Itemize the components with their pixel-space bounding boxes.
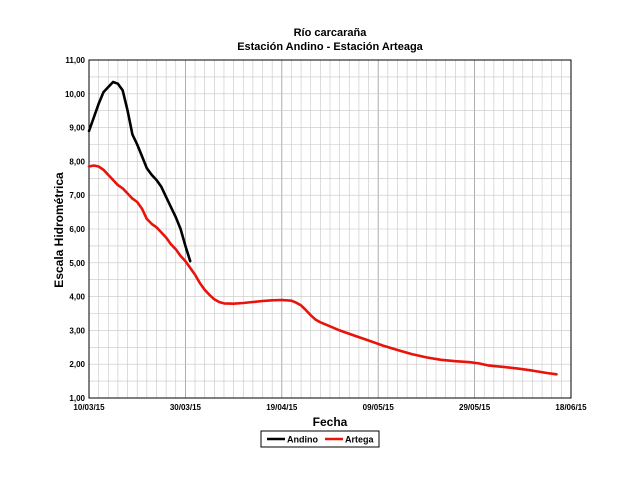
chart-title: Río carcaraña xyxy=(294,27,368,39)
series-line-andino xyxy=(87,80,192,263)
chart-subtitle: Estación Andino - Estación Arteaga xyxy=(237,41,423,53)
y-axis-title: Escala Hidrométrica xyxy=(52,172,66,288)
y-tick-label: 10,00 xyxy=(65,90,86,99)
y-tick-label: 11,00 xyxy=(65,56,85,65)
x-tick-label: 10/03/15 xyxy=(73,403,105,412)
y-tick-label: 8,00 xyxy=(69,157,85,166)
legend-label-artega: Artega xyxy=(345,435,375,445)
legend: Andino Artega xyxy=(260,430,380,448)
legend-box xyxy=(260,430,380,448)
series-lines xyxy=(87,80,558,376)
x-tick-label: 29/05/15 xyxy=(459,403,491,412)
x-tick-label: 09/05/15 xyxy=(363,403,395,412)
x-axis-title: Fecha xyxy=(313,415,348,429)
y-tick-label: 2,00 xyxy=(69,360,85,369)
x-tick-label: 18/06/15 xyxy=(555,403,587,412)
y-tick-labels: 1,00 2,00 3,00 4,00 5,00 6,00 7,00 8,00 9,00 10,0… xyxy=(65,56,86,403)
y-tick-label: 5,00 xyxy=(69,259,85,268)
y-tick-label: 7,00 xyxy=(69,191,85,200)
x-tick-labels: 10/03/15 30/03/15 19/04/15 09/05/15 29/05/15… xyxy=(73,403,587,412)
plot-frame xyxy=(88,59,572,399)
legend-label-andino: Andino xyxy=(287,435,318,445)
y-tick-label: 9,00 xyxy=(69,124,85,133)
x-tick-label: 19/04/15 xyxy=(266,403,298,412)
y-tick-label: 3,00 xyxy=(69,326,85,335)
grid xyxy=(89,60,571,398)
y-tick-label: 4,00 xyxy=(69,293,85,302)
x-tick-label: 30/03/15 xyxy=(170,403,202,412)
y-tick-label: 6,00 xyxy=(69,225,85,234)
series-line-artega xyxy=(87,164,558,376)
y-tick-label: 1,00 xyxy=(69,394,85,403)
